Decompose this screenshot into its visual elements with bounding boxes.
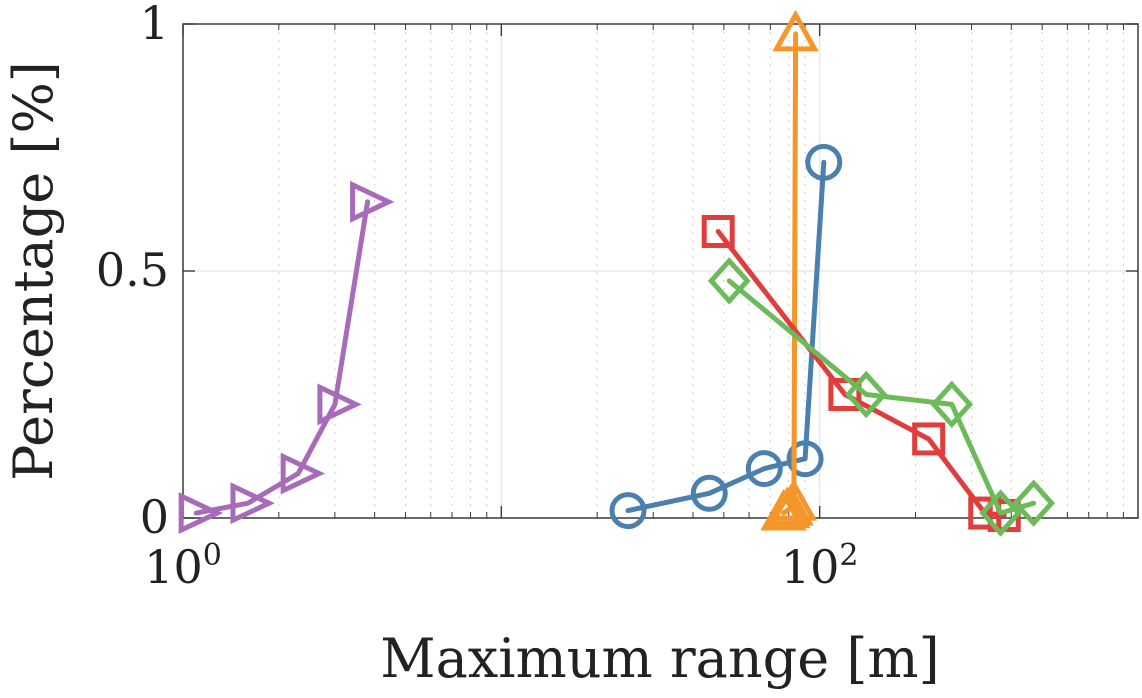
y-tick-label: 0 xyxy=(140,490,169,544)
series-line xyxy=(781,31,799,516)
x-axis-label: Maximum range [m] xyxy=(380,627,939,690)
triangle-right-marker xyxy=(350,180,395,223)
diamond-marker xyxy=(707,257,751,305)
series-diamond xyxy=(707,257,1055,537)
square-marker xyxy=(828,378,862,411)
grid xyxy=(182,23,1138,519)
x-tick-label: 100 xyxy=(144,538,222,594)
triangle-right-marker xyxy=(280,452,326,495)
circle-marker xyxy=(786,440,824,478)
series-triangle-up xyxy=(760,9,819,531)
circle-marker xyxy=(690,474,728,512)
axis-ticks: 0 0.5 1 100 102 xyxy=(96,0,1138,594)
square-marker xyxy=(912,422,946,456)
triangle-up-marker xyxy=(772,9,819,52)
y-tick-label: 0.5 xyxy=(96,243,169,297)
triangle-up-marker xyxy=(770,479,818,521)
triangle-right-marker xyxy=(317,383,362,426)
series-line xyxy=(715,229,1007,518)
x-tick-label: 102 xyxy=(781,538,859,594)
series-triangle-right xyxy=(178,180,395,535)
circle-marker xyxy=(609,492,647,530)
diamond-marker xyxy=(844,370,888,419)
square-marker xyxy=(701,214,735,248)
series-line xyxy=(625,159,827,514)
series-group xyxy=(178,9,1055,537)
y-tick-label: 1 xyxy=(140,0,169,50)
triangle-right-marker xyxy=(178,492,224,535)
series-circle xyxy=(609,143,843,530)
diamond-marker xyxy=(1012,479,1055,527)
series-line xyxy=(726,278,1037,516)
y-axis-label: Percentage [%] xyxy=(2,61,65,481)
triangle-right-marker xyxy=(230,482,275,525)
diamond-marker xyxy=(930,380,974,429)
circle-marker xyxy=(745,450,783,488)
circle-marker xyxy=(805,143,843,181)
diamond-marker xyxy=(979,489,1022,537)
